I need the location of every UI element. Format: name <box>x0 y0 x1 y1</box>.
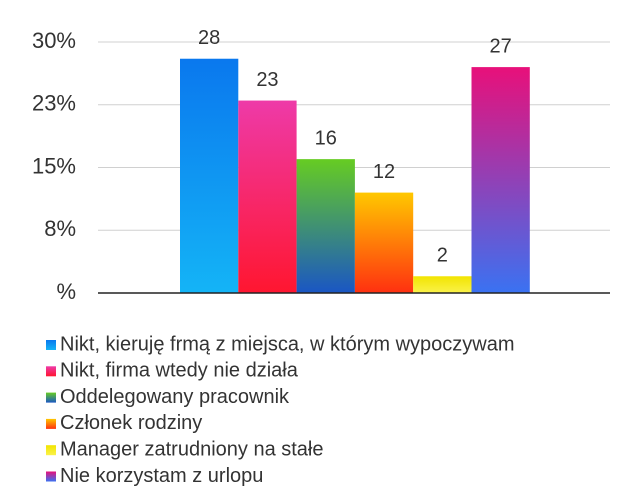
data-label: 16 <box>315 127 337 149</box>
data-label: 27 <box>490 35 512 57</box>
data-label: 28 <box>198 27 220 49</box>
bar <box>180 58 239 293</box>
legend-swatch <box>46 471 56 482</box>
y-tick-label: 30% <box>32 28 76 53</box>
legend-label: Manager zatrudniony na stałe <box>60 438 324 460</box>
y-tick-label: % <box>56 279 76 304</box>
bar <box>238 100 297 293</box>
legend-swatch <box>46 392 56 403</box>
data-label: 12 <box>373 161 395 183</box>
legend-label: Nikt, kieruję frmą z miejsca, w którym w… <box>60 333 515 355</box>
y-tick-label: 8% <box>44 216 76 241</box>
data-label: 2 <box>437 245 448 267</box>
y-tick-label: 15% <box>32 153 76 178</box>
bar <box>296 159 355 293</box>
legend-swatch <box>46 340 56 350</box>
bar <box>354 192 414 293</box>
legend-label: Oddelegowany pracownik <box>60 386 290 408</box>
legend-label: Członek rodziny <box>60 412 202 434</box>
bar <box>413 276 472 293</box>
legend-label: Nie korzystam z urlopu <box>60 465 263 487</box>
y-tick-label: 23% <box>32 91 76 116</box>
legend-label: Nikt, firma wtedy nie działa <box>60 360 299 382</box>
bar <box>471 67 530 293</box>
legend-swatch <box>46 366 56 377</box>
data-label: 23 <box>256 69 278 91</box>
legend-swatch <box>46 445 56 456</box>
legend-swatch <box>46 418 56 429</box>
